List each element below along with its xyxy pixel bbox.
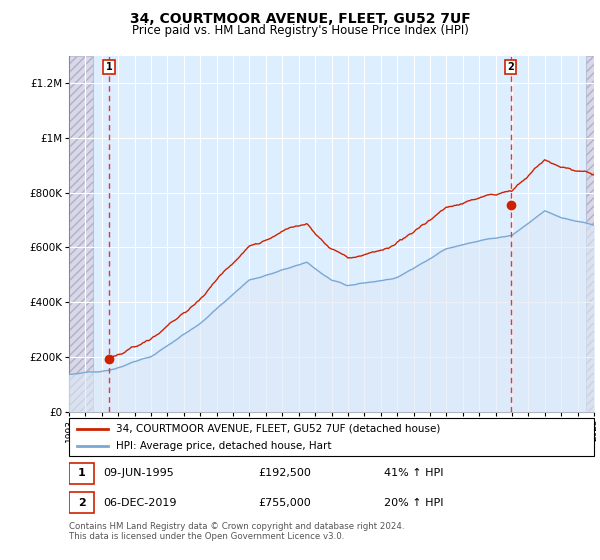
Text: 2: 2 <box>507 62 514 72</box>
Text: £192,500: £192,500 <box>258 468 311 478</box>
Text: Price paid vs. HM Land Registry's House Price Index (HPI): Price paid vs. HM Land Registry's House … <box>131 24 469 37</box>
Text: Contains HM Land Registry data © Crown copyright and database right 2024.
This d: Contains HM Land Registry data © Crown c… <box>69 522 404 542</box>
Text: 41% ↑ HPI: 41% ↑ HPI <box>384 468 443 478</box>
Text: 06-DEC-2019: 06-DEC-2019 <box>103 498 176 508</box>
Text: HPI: Average price, detached house, Hart: HPI: Average price, detached house, Hart <box>116 441 332 451</box>
Text: £755,000: £755,000 <box>258 498 311 508</box>
Bar <box>69 56 93 412</box>
Text: 2: 2 <box>78 498 85 508</box>
Text: 09-JUN-1995: 09-JUN-1995 <box>103 468 174 478</box>
Text: 34, COURTMOOR AVENUE, FLEET, GU52 7UF: 34, COURTMOOR AVENUE, FLEET, GU52 7UF <box>130 12 470 26</box>
Text: 34, COURTMOOR AVENUE, FLEET, GU52 7UF (detached house): 34, COURTMOOR AVENUE, FLEET, GU52 7UF (d… <box>116 423 440 433</box>
Text: 20% ↑ HPI: 20% ↑ HPI <box>384 498 443 508</box>
Text: 1: 1 <box>106 62 113 72</box>
FancyBboxPatch shape <box>69 492 94 514</box>
Bar <box>586 56 600 412</box>
Text: 1: 1 <box>78 468 85 478</box>
FancyBboxPatch shape <box>69 463 94 484</box>
FancyBboxPatch shape <box>69 418 594 456</box>
